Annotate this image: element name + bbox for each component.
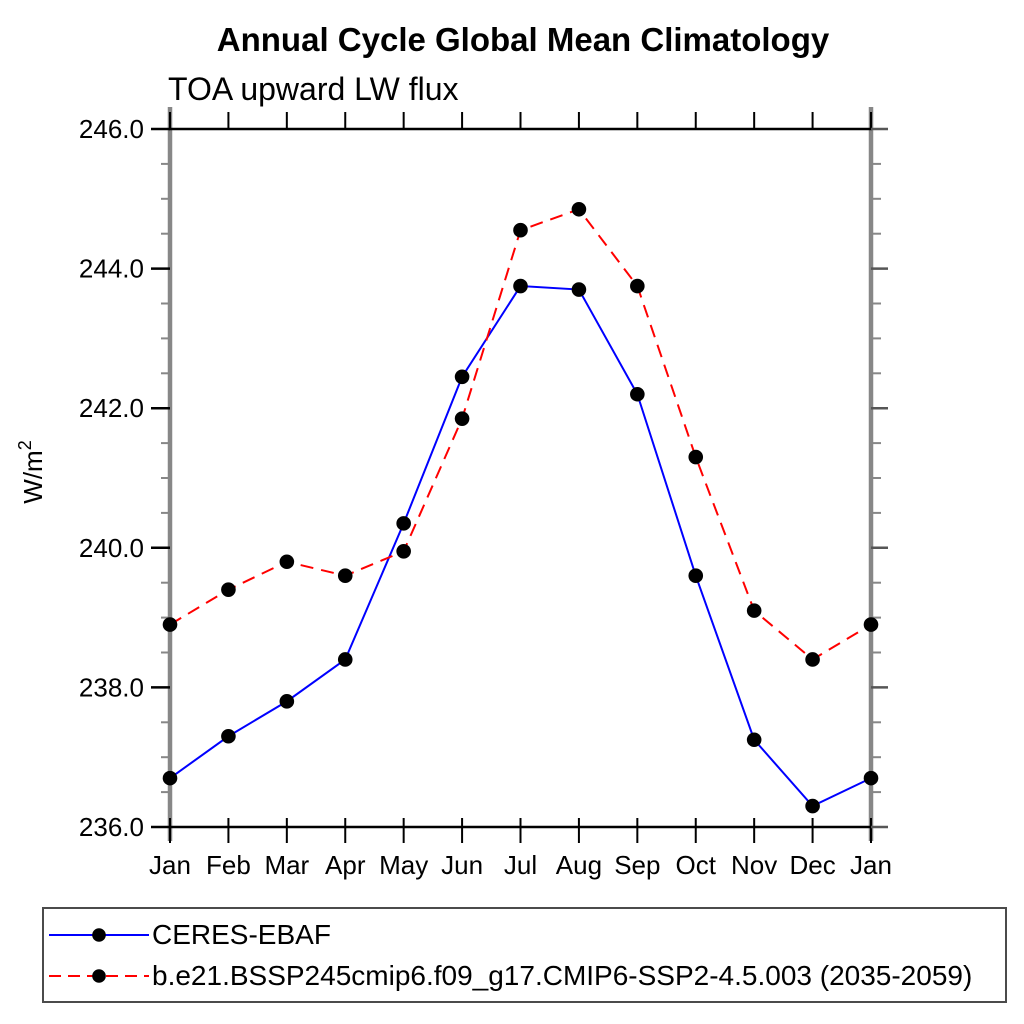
series-layer (162, 201, 879, 814)
data-point (630, 278, 645, 294)
x-tick-label: Aug (556, 850, 602, 880)
x-tick-label: Jan (850, 850, 892, 880)
data-point (337, 652, 353, 667)
legend-sample-marker (92, 968, 106, 983)
data-point (396, 543, 411, 559)
y-tick-label: 238.0 (79, 672, 144, 702)
chart-title: Annual Cycle Global Mean Climatology (217, 21, 830, 58)
data-point (454, 411, 470, 426)
data-point (688, 449, 704, 465)
x-tick-label: Sep (614, 850, 660, 880)
x-tick-label: Apr (325, 850, 366, 880)
data-point (571, 282, 587, 297)
data-point (279, 694, 295, 709)
y-tick-label: 240.0 (79, 533, 144, 563)
line-chart: Annual Cycle Global Mean Climatology TOA… (15, 21, 892, 880)
axes-layer: Jan Feb Mar Apr May Jun Jul Aug Sep Oct Nov Dec Jan2… (79, 107, 892, 880)
chart-subtitle: TOA upward LW flux (168, 71, 458, 107)
y-axis-title-base: W/m (18, 450, 48, 503)
y-axis-title-superscript: 2 (15, 440, 35, 450)
data-point (688, 568, 704, 584)
x-tick-label: May (379, 850, 428, 880)
series-line-1 (169, 208, 872, 661)
legend-item-model: b.e21.BSSP245cmip6.f09_g17.CMIP6-SSP2-4.… (49, 955, 1005, 996)
series-line-0 (169, 285, 872, 808)
x-tick-label: Oct (676, 850, 717, 880)
legend-sample-model (49, 968, 149, 983)
y-axis-title: W/m2 (15, 440, 48, 503)
y-tick-label: 244.0 (79, 254, 144, 284)
legend-box: CERES-EBAF b.e21.BSSP245cmip6.f09_g17.CM… (42, 907, 1007, 1003)
legend-sample-ceres (49, 927, 149, 942)
data-point (221, 582, 236, 597)
data-point (162, 617, 178, 632)
legend-label-ceres: CERES-EBAF (152, 918, 331, 950)
x-tick-label: Jul (504, 850, 537, 880)
data-point (396, 516, 411, 531)
y-tick-label: 236.0 (79, 812, 144, 842)
data-point (863, 617, 879, 632)
x-tick-label: Jun (441, 850, 483, 880)
data-point (279, 554, 295, 570)
legend-item-ceres: CERES-EBAF (49, 914, 1005, 955)
data-point (805, 798, 820, 814)
data-point (746, 732, 762, 748)
data-point (630, 386, 645, 402)
x-tick-label: Feb (206, 850, 251, 880)
y-tick-label: 242.0 (79, 393, 144, 423)
data-point (221, 728, 236, 744)
legend-sample-marker (92, 927, 106, 942)
x-tick-label: Jan (149, 850, 191, 880)
data-point (571, 201, 587, 217)
data-point (337, 568, 353, 584)
data-point (805, 652, 820, 667)
x-tick-label: Mar (264, 850, 309, 880)
y-tick-label: 246.0 (79, 114, 144, 144)
data-point (746, 603, 762, 618)
data-point (454, 369, 470, 385)
x-tick-label: Nov (731, 850, 777, 880)
x-tick-label: Dec (789, 850, 835, 880)
data-point (513, 278, 528, 294)
data-point (513, 222, 528, 238)
data-point (863, 770, 879, 786)
data-point (162, 770, 178, 786)
legend-label-model: b.e21.BSSP245cmip6.f09_g17.CMIP6-SSP2-4.… (152, 959, 973, 991)
